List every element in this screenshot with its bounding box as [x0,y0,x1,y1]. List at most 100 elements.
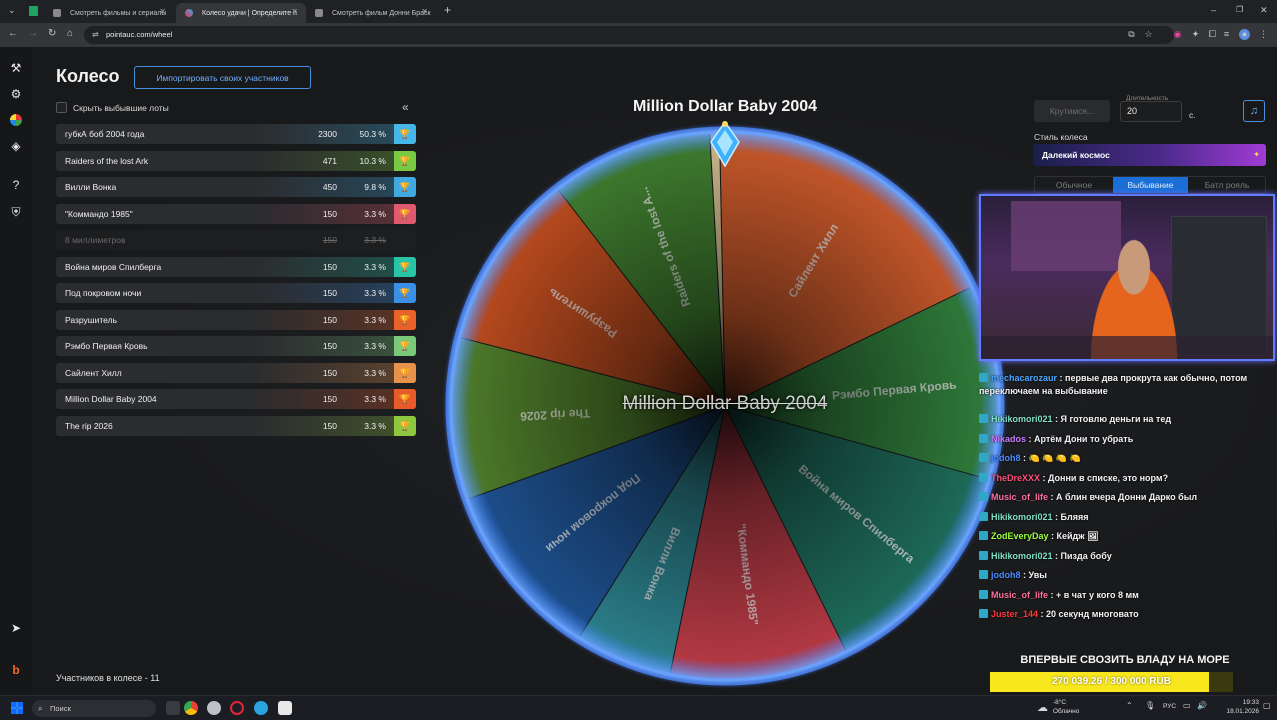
trophy-icon[interactable]: 🏆 [394,389,416,409]
shield-icon[interactable]: ⛨ [11,205,21,219]
browser-app-icon[interactable] [207,701,221,715]
chat-username[interactable]: jodoh8 [991,453,1021,463]
wheel-icon[interactable] [10,114,22,126]
lot-row[interactable]: "Коммандо 1985" 150 3.3 % 🏆 [56,203,416,224]
chat-username[interactable]: Music_of_life [991,589,1049,600]
extension-icon[interactable]: ✦ [1191,29,1200,39]
opera-icon[interactable] [230,701,244,715]
trophy-icon[interactable]: 🏆 [394,336,416,356]
tab-list-icon[interactable]: ⌄ [8,5,16,15]
translate-icon[interactable]: ⧉ [1128,29,1135,39]
lot-row[interactable]: 8 миллиметров 150 3.3 % [56,230,416,250]
trophy-icon[interactable]: 🏆 [394,150,416,171]
collapse-panel-icon[interactable]: « [402,100,409,114]
trophy-icon[interactable]: 🏆 [394,283,416,303]
chrome-icon[interactable] [184,701,198,715]
reload-icon[interactable]: ↻ [48,28,57,39]
import-participants-button[interactable]: Импортировать своих участников [134,66,311,89]
lot-row[interactable]: Million Dollar Baby 2004 150 3.3 % 🏆 [56,389,416,409]
back-icon[interactable]: ← [8,28,18,39]
clock-time[interactable]: 19:33 [1242,699,1259,706]
trophy-icon[interactable]: 🏆 [394,124,416,144]
media-control-icon[interactable]: ≡ [1223,29,1230,39]
tab-donnie[interactable]: Смотреть фильм Донни Браск ✕ [306,3,436,23]
chat-username[interactable]: Juster_144 [991,609,1039,619]
trophy-icon[interactable]: 🏆 [394,203,416,224]
bookmark-star-icon[interactable]: ☆ [1144,29,1153,39]
trophy-icon[interactable]: 🏆 [394,177,416,197]
wheel-style-select[interactable]: Далекий космос ✦ [1033,144,1266,166]
telegram-icon[interactable]: ➤ [10,621,22,635]
close-tab-icon[interactable]: ✕ [421,7,428,16]
volume-icon[interactable]: 🔊 [1197,701,1207,710]
windows-start-icon[interactable] [11,702,23,714]
lot-row[interactable]: The rip 2026 150 3.3 % 🏆 [56,415,416,436]
chat-username[interactable]: jodoh8 [991,570,1021,580]
tab-films[interactable]: Смотреть фильмы и сериалы ✕ [44,3,174,23]
home-icon[interactable]: ⌂ [67,28,74,39]
trophy-icon[interactable]: 🏆 [394,362,416,383]
lot-row[interactable]: Сайлент Хилл 150 3.3 % 🏆 [56,362,416,383]
lot-row[interactable]: Война миров Спилберга 150 3.3 % 🏆 [56,256,416,277]
mic-icon[interactable]: 🎙 [1145,701,1156,710]
task-view-icon[interactable] [166,701,180,715]
lot-row[interactable]: Вилли Вонка 450 9.8 % 🏆 [56,177,416,197]
mode-tab-battle-royale[interactable]: Батл рояль [1204,180,1250,190]
help-icon[interactable]: ? [12,178,20,192]
extension-icon[interactable]: ◉ [1173,29,1182,39]
telegram-app-icon[interactable] [254,701,268,715]
close-window-icon[interactable]: ✕ [1260,5,1268,15]
mode-tab-elimination[interactable]: Выбывание [1113,177,1188,193]
chat-username[interactable]: Nikados [991,433,1027,444]
close-tab-icon[interactable]: ✕ [159,7,166,16]
auction-hammer-icon[interactable]: ⚒ [10,61,22,75]
duration-input[interactable]: 20 [1120,101,1182,122]
trophy-icon[interactable]: 🏆 [394,415,416,436]
lot-row[interactable]: губкА боб 2004 года 2300 50.3 % 🏆 [56,124,416,144]
layers-icon[interactable]: ◈ [11,139,21,153]
wifi-icon[interactable]: ▭ [1183,701,1191,710]
sheets-icon[interactable] [29,6,38,16]
close-tab-icon[interactable]: ✕ [291,7,298,16]
spin-button[interactable]: Крутимся... [1034,100,1110,122]
forward-icon[interactable]: → [28,28,38,39]
site-info-icon[interactable]: ⇌ [92,30,99,39]
chat-username[interactable]: mechacarozaur [991,373,1058,383]
maximize-icon[interactable]: ❐ [1236,5,1244,14]
wheel[interactable]: Сайлент ХиллРэмбо Первая КровьВойна миро… [437,118,1013,694]
lot-row[interactable]: Под покровом ночи 150 3.3 % 🏆 [56,283,416,303]
tab-wheel[interactable]: Колесо удачи | Определите п ✕ [176,3,306,23]
chat-username[interactable]: Music_of_life [991,492,1049,502]
chat-username[interactable]: ZodEveryDay [991,531,1049,541]
hide-dropped-checkbox[interactable] [56,102,67,113]
chat-username[interactable]: TheDreXXX [991,472,1041,483]
taskbar-search[interactable]: ⌕ Поиск [32,700,156,717]
wheel-title: Million Dollar Baby 2004 [632,98,818,115]
trophy-icon[interactable]: 🏆 [394,309,416,330]
lot-row[interactable]: Raiders of the lost Ark 471 10.3 % 🏆 [56,150,416,171]
lot-row[interactable]: Разрушитель 150 3.3 % 🏆 [56,309,416,330]
new-tab-icon[interactable]: + [444,3,452,17]
chat-username[interactable]: Hikikomori021 [991,414,1053,424]
music-note-icon[interactable]: ♫ [1243,100,1265,122]
mode-tab-normal[interactable]: Обычное [1055,180,1093,190]
url-input[interactable]: ⇌ pointauc.com/wheel [84,26,1174,44]
chat-username[interactable]: Hikikomori021 [991,550,1053,561]
weather-desc: Облачно [1053,708,1080,715]
chat-username[interactable]: Hikikomori021 [991,511,1053,522]
menu-dots-icon[interactable]: ⋮ [1259,29,1268,39]
minimize-icon[interactable]: – [1211,5,1217,15]
clock-date[interactable]: 18.01.2026 [1226,708,1259,715]
chat-badge-icon [979,609,988,618]
language-indicator[interactable]: РУС [1163,703,1177,710]
tray-arrow-icon[interactable]: ⌃ [1126,701,1133,710]
trophy-icon[interactable]: 🏆 [394,256,416,277]
obs-app-icon[interactable] [278,701,292,715]
profile-avatar-icon[interactable]: ● [1239,29,1250,40]
chat-badge-icon [979,472,988,482]
lot-row[interactable]: Рэмбо Первая Кровь 150 3.3 % 🏆 [56,336,416,356]
notifications-icon[interactable]: ▢ [1263,701,1271,710]
extensions-puzzle-icon[interactable]: ⧠ [1208,29,1217,39]
gear-icon[interactable]: ⚙ [10,87,22,101]
boosty-icon[interactable]: b [12,663,20,677]
